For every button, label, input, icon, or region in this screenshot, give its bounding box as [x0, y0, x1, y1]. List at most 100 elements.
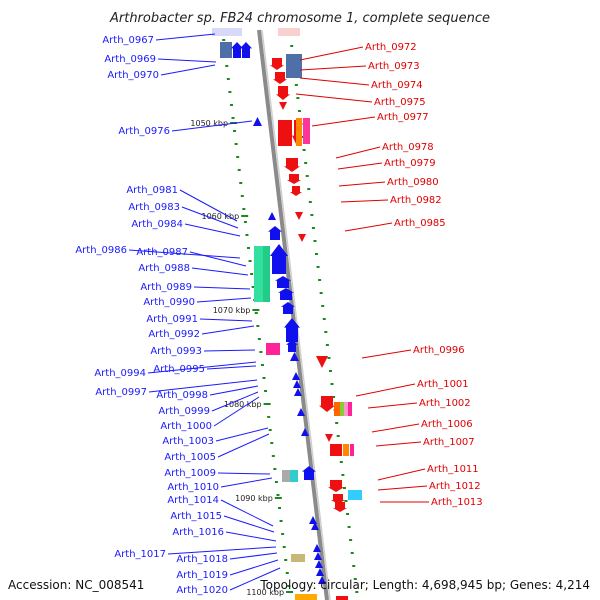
- gene-block-pink[interactable]: [350, 444, 354, 456]
- gene-small-reverse[interactable]: [298, 234, 306, 242]
- gene-label-left[interactable]: Arth_0984: [131, 219, 183, 230]
- gene-label-left[interactable]: Arth_0976: [118, 126, 170, 137]
- gene-arrow-forward[interactable]: [281, 302, 295, 314]
- gene-block-pink[interactable]: [266, 343, 280, 355]
- gene-label-right[interactable]: Arth_0982: [390, 195, 442, 206]
- gene-label-left[interactable]: Arth_0981: [126, 185, 178, 196]
- gene-block-teal[interactable]: [263, 246, 270, 302]
- gene-label-right[interactable]: Arth_1002: [419, 398, 471, 409]
- gene-block-pink[interactable]: [303, 118, 310, 144]
- gene-arrow-forward[interactable]: [278, 288, 294, 300]
- gene-block[interactable]: [278, 120, 292, 146]
- gene-label-left[interactable]: Arth_0999: [158, 406, 210, 417]
- gene-arrow-forward[interactable]: [270, 244, 288, 274]
- gene-label-left[interactable]: Arth_1010: [167, 482, 219, 493]
- gene-label-right[interactable]: Arth_1013: [431, 497, 483, 508]
- gene-label-left[interactable]: Arth_0983: [128, 202, 180, 213]
- gene-block[interactable]: [336, 596, 348, 600]
- gene-label-left[interactable]: Arth_1005: [164, 452, 216, 463]
- gene-label-left[interactable]: Arth_1003: [162, 436, 214, 447]
- gene-block-cyan[interactable]: [348, 490, 362, 500]
- gene-label-left[interactable]: Arth_1017: [114, 549, 166, 560]
- gene-label-left[interactable]: Arth_1016: [172, 527, 224, 538]
- gene-label-right[interactable]: Arth_0977: [377, 112, 429, 123]
- gene-small-forward[interactable]: [316, 568, 324, 576]
- gene-label-left[interactable]: Arth_1014: [167, 495, 219, 506]
- gene-block[interactable]: [220, 42, 232, 58]
- gene-arrow-forward[interactable]: [275, 276, 291, 288]
- gene-label-left[interactable]: Arth_0989: [140, 282, 192, 293]
- gene-small-reverse[interactable]: [316, 356, 328, 368]
- gene-block-cyan[interactable]: [290, 470, 298, 482]
- gene-block-tan[interactable]: [291, 554, 305, 562]
- gene-arrow-reverse[interactable]: [284, 158, 300, 172]
- gene-small-reverse[interactable]: [295, 212, 303, 220]
- gene-label-right[interactable]: Arth_0975: [374, 97, 426, 108]
- gene-small-reverse[interactable]: [279, 102, 287, 110]
- gene-small-forward[interactable]: [290, 352, 299, 361]
- gene-label-right[interactable]: Arth_0996: [413, 345, 465, 356]
- gene-label-left[interactable]: Arth_0995: [153, 364, 205, 375]
- gene-arrow-reverse[interactable]: [290, 186, 302, 196]
- gene-small-forward[interactable]: [314, 552, 322, 560]
- gene-label-left[interactable]: Arth_0986: [75, 245, 127, 256]
- gene-label-left[interactable]: Arth_0997: [95, 387, 147, 398]
- gene-small-forward[interactable]: [253, 117, 262, 126]
- gene-label-left[interactable]: Arth_0990: [143, 297, 195, 308]
- gene-label-right[interactable]: Arth_0980: [387, 177, 439, 188]
- gene-arrow-forward[interactable]: [284, 318, 300, 342]
- gene-label-left[interactable]: Arth_0992: [148, 329, 200, 340]
- gene-label-left[interactable]: Arth_0993: [150, 346, 202, 357]
- gene-small-forward[interactable]: [294, 388, 302, 396]
- gene-label-left[interactable]: Arth_0969: [104, 54, 156, 65]
- gene-block-orange[interactable]: [334, 402, 340, 416]
- gene-label-right[interactable]: Arth_1006: [421, 419, 473, 430]
- gene-small-forward[interactable]: [313, 544, 321, 552]
- gene-label-left[interactable]: Arth_1009: [164, 468, 216, 479]
- gene-arrow-reverse[interactable]: [328, 480, 344, 492]
- gene-small-forward[interactable]: [268, 212, 276, 220]
- gene-label-left[interactable]: Arth_0970: [107, 70, 159, 81]
- gene-label-left[interactable]: Arth_1020: [176, 585, 228, 596]
- gene-block[interactable]: [286, 54, 302, 78]
- gene-label-right[interactable]: Arth_1012: [429, 481, 481, 492]
- gene-label-right[interactable]: Arth_0979: [384, 158, 436, 169]
- gene-arrow-forward[interactable]: [268, 226, 282, 240]
- gene-label-left[interactable]: Arth_0988: [138, 263, 190, 274]
- gene-arrow-forward[interactable]: [231, 42, 243, 58]
- gene-small-forward[interactable]: [311, 522, 319, 530]
- gene-arrow-forward[interactable]: [240, 42, 252, 58]
- gene-arrow-reverse[interactable]: [287, 174, 301, 184]
- gene-arrow-reverse[interactable]: [331, 494, 345, 504]
- gene-small-forward[interactable]: [318, 576, 326, 584]
- gene-label-left[interactable]: Arth_1019: [176, 570, 228, 581]
- gene-arrow-reverse[interactable]: [319, 396, 335, 412]
- gene-label-right[interactable]: Arth_1011: [427, 464, 479, 475]
- gene-block-faded[interactable]: [278, 28, 300, 36]
- gene-label-left[interactable]: Arth_0987: [136, 247, 188, 258]
- gene-label-right[interactable]: Arth_0978: [382, 142, 434, 153]
- gene-small-forward[interactable]: [292, 372, 300, 380]
- gene-small-forward[interactable]: [297, 408, 305, 416]
- gene-block-green[interactable]: [340, 402, 344, 416]
- gene-label-right[interactable]: Arth_0985: [394, 218, 446, 229]
- gene-small-forward[interactable]: [315, 560, 323, 568]
- gene-arrow-reverse[interactable]: [273, 72, 287, 84]
- gene-label-left[interactable]: Arth_0991: [146, 314, 198, 325]
- gene-block-faded[interactable]: [212, 28, 242, 36]
- gene-label-left[interactable]: Arth_0998: [156, 390, 208, 401]
- gene-label-left[interactable]: Arth_1015: [170, 511, 222, 522]
- gene-arrow-reverse[interactable]: [270, 58, 284, 70]
- gene-arrow-reverse[interactable]: [333, 502, 347, 512]
- gene-arrow-forward[interactable]: [286, 340, 298, 352]
- gene-label-left[interactable]: Arth_1000: [160, 421, 212, 432]
- gene-arrow-forward[interactable]: [302, 466, 316, 480]
- gene-label-right[interactable]: Arth_1007: [423, 437, 475, 448]
- gene-block-pink[interactable]: [348, 402, 352, 416]
- gene-label-right[interactable]: Arth_0973: [368, 61, 420, 72]
- gene-arrow-reverse[interactable]: [276, 86, 290, 100]
- gene-label-right[interactable]: Arth_0974: [371, 80, 423, 91]
- gene-block-orange[interactable]: [296, 118, 302, 146]
- gene-block[interactable]: [330, 444, 342, 456]
- gene-label-left[interactable]: Arth_0994: [94, 368, 146, 379]
